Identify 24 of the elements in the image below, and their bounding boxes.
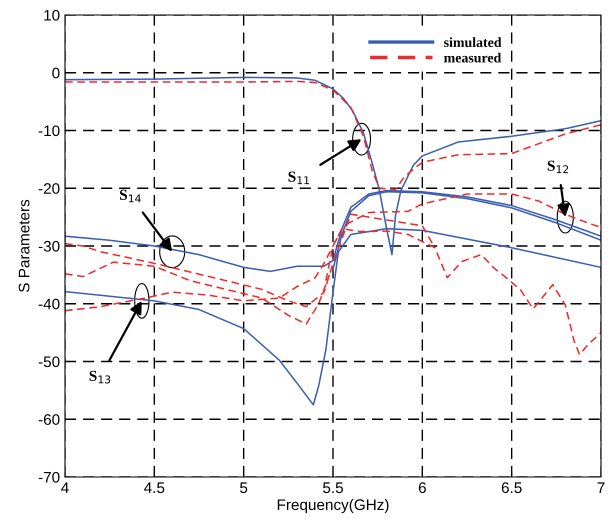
x-tick-label: 4.5 [144, 482, 164, 494]
x-tick-label: 4 [61, 482, 69, 493]
annotation: S$_{12}$ [548, 160, 568, 174]
y-tick-label: 10 [44, 10, 60, 21]
x-axis-title: Frequency(GHz) [278, 498, 389, 514]
legend-label: measured [444, 52, 502, 63]
y-tick-label: -20 [38, 183, 60, 194]
y-tick-label: -60 [38, 414, 60, 425]
y-tick-label: 0 [52, 68, 60, 78]
legend-label: simulated [444, 37, 502, 48]
x-tick-label: 7 [598, 482, 604, 493]
y-tick-label: -50 [38, 356, 60, 368]
y-tick-label: -70 [38, 472, 60, 483]
y-tick-label: -10 [38, 125, 60, 136]
y-tick-label: -30 [38, 240, 60, 252]
x-tick-label: 6 [418, 482, 426, 494]
x-tick-label: 6.5 [502, 482, 522, 494]
x-tick-label: 5 [240, 482, 248, 494]
y-axis-title: S Parameters [18, 200, 30, 292]
y-tick-label: -40 [38, 298, 60, 310]
annotation: S$_{13}$ [90, 370, 110, 384]
x-tick-label: 5.5 [322, 482, 343, 494]
annotation: S$_{11}$ [288, 171, 309, 184]
annotation: S$_{14}$ [120, 190, 141, 202]
